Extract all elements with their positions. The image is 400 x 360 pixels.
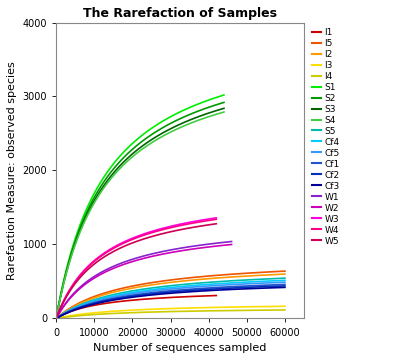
- X-axis label: Number of sequences sampled: Number of sequences sampled: [93, 343, 267, 353]
- Legend: I1, I5, I2, I3, I4, S1, S2, S3, S4, S5, Cf4, Cf5, Cf1, Cf2, Cf3, W1, W2, W3, W4,: I1, I5, I2, I3, I4, S1, S2, S3, S4, S5, …: [311, 27, 341, 247]
- Title: The Rarefaction of Samples: The Rarefaction of Samples: [83, 7, 277, 20]
- Y-axis label: Rarefaction Measure: observed species: Rarefaction Measure: observed species: [7, 61, 17, 280]
